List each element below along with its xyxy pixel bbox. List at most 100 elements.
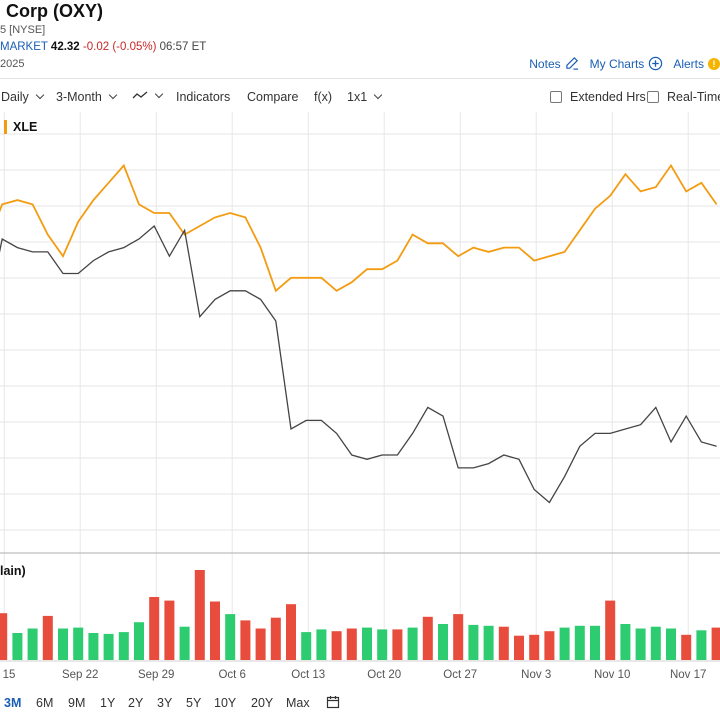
volume-bar: [544, 631, 555, 660]
my-charts-label: My Charts: [589, 56, 645, 71]
volume-bar: [12, 633, 23, 660]
volume-bar: [270, 617, 281, 660]
volume-bar: [468, 624, 479, 660]
series-line-oxy: [0, 224, 717, 504]
extended-hours-checkbox[interactable]: [550, 91, 562, 103]
function-button[interactable]: f(x): [314, 90, 332, 104]
edit-icon: [565, 57, 578, 70]
volume-bar: [574, 625, 585, 660]
calendar-icon[interactable]: [326, 695, 340, 709]
volume-bar: [650, 626, 661, 660]
notes-link[interactable]: Notes: [529, 56, 579, 71]
x-tick-label: Nov 17: [670, 669, 706, 681]
quote-line: MARKET 42.32 -0.02 (-0.05%) 06:57 ET: [0, 41, 206, 53]
chart-toolbar: Daily 3-Month Indicators Compare f(x) 1x…: [0, 86, 720, 110]
volume-bar: [27, 628, 38, 660]
notes-label: Notes: [529, 56, 561, 71]
volume-bar: [666, 628, 676, 660]
volume-bar: [88, 633, 99, 660]
volume-bar: [514, 635, 524, 660]
volume-bars: [0, 570, 720, 660]
volume-bar: [255, 628, 266, 660]
x-tick-label: Oct 13: [291, 669, 325, 681]
volume-bar: [438, 624, 448, 660]
volume-bar: [407, 627, 418, 660]
function-label: f(x): [314, 90, 333, 104]
real-time-checkbox[interactable]: [647, 91, 659, 103]
volume-bar: [696, 630, 707, 660]
my-charts-link[interactable]: My Charts: [590, 56, 664, 71]
indicators-button[interactable]: Indicators: [176, 90, 230, 104]
x-tick-label: Oct 20: [367, 669, 401, 681]
date-label: 2025: [0, 58, 25, 70]
volume-bar: [134, 622, 144, 660]
volume-bar: [118, 632, 129, 660]
volume-bar: [331, 631, 342, 660]
period-dropdown[interactable]: 3-Month: [56, 90, 118, 104]
volume-bar: [346, 628, 357, 660]
chart-type-dropdown[interactable]: [132, 89, 164, 102]
range-3y[interactable]: 3Y: [157, 696, 173, 710]
layout-dropdown[interactable]: 1x1: [347, 90, 383, 104]
range-6m[interactable]: 6M: [36, 696, 54, 710]
volume-bar: [164, 600, 175, 660]
alert-badge-icon: !: [708, 57, 720, 70]
extended-hours-toggle[interactable]: Extended Hrs: [550, 90, 646, 104]
volume-bar: [711, 627, 720, 660]
last-price: 42.32: [50, 41, 80, 53]
chart-legend: XLE: [0, 120, 37, 134]
volume-bar: [605, 600, 616, 660]
volume-bar: [240, 620, 251, 660]
range-5y[interactable]: 5Y: [186, 696, 202, 710]
volume-bar: [301, 632, 312, 660]
plus-circle-icon: [649, 56, 663, 71]
range-2y[interactable]: 2Y: [128, 696, 144, 710]
market-label: MARKET: [0, 41, 48, 53]
x-tick-label: Sep 29: [138, 669, 174, 681]
chart-area[interactable]: p 15 Sep 22 Sep 29 Oct 6 Oct 13 Oct 20 Oct 27 N…: [0, 112, 720, 720]
top-links: Notes My Charts Alerts !: [529, 56, 720, 71]
range-10y[interactable]: 10Y: [214, 696, 237, 710]
legend-swatch: [4, 120, 7, 134]
chevron-down-icon: [35, 90, 45, 100]
compare-button[interactable]: Compare: [247, 90, 298, 104]
range-3m[interactable]: 3M: [4, 696, 22, 710]
volume-bar: [422, 616, 433, 660]
interval-dropdown[interactable]: Daily: [1, 90, 45, 104]
volume-bar: [316, 629, 327, 660]
indicators-label: Indicators: [176, 90, 231, 104]
chevron-down-icon: [108, 90, 118, 100]
quote-time: 06:57 ET: [159, 41, 207, 53]
series-line-xle: [0, 163, 718, 293]
volume-bar: [149, 597, 160, 660]
volume-bar: [392, 629, 403, 660]
price-chart[interactable]: p 15 Sep 22 Sep 29 Oct 6 Oct 13 Oct 20 Oct 27 N…: [0, 112, 720, 682]
volume-bar: [286, 604, 296, 660]
volume-bar: [73, 627, 84, 660]
x-tick-label: Oct 6: [218, 669, 245, 681]
x-tick-label: p 15: [0, 669, 15, 681]
price-lines: [0, 163, 718, 504]
volume-bar: [498, 626, 509, 660]
volume-bar: [483, 625, 494, 660]
period-label: 3-Month: [56, 90, 102, 104]
range-20y[interactable]: 20Y: [251, 696, 274, 710]
x-tick-label: Sep 22: [62, 669, 98, 681]
range-1y[interactable]: 1Y: [100, 696, 116, 710]
range-9m[interactable]: 9M: [68, 696, 86, 710]
volume-bar: [42, 615, 53, 660]
range-max[interactable]: Max: [286, 696, 310, 710]
real-time-toggle[interactable]: Real-Time: [647, 90, 720, 104]
x-axis-ticks: p 15 Sep 22 Sep 29 Oct 6 Oct 13 Oct 20 Oct 27 N…: [0, 669, 706, 681]
real-time-label: Real-Time: [667, 90, 720, 104]
volume-bar: [590, 625, 600, 660]
volume-bar: [453, 614, 464, 660]
volume-bar: [103, 633, 114, 660]
page-title: Corp (OXY): [6, 1, 103, 21]
alerts-label: Alerts: [673, 56, 704, 71]
volume-bar: [58, 628, 68, 660]
chevron-down-icon: [373, 90, 383, 100]
alerts-link[interactable]: Alerts !: [673, 56, 720, 71]
volume-bar: [559, 627, 570, 660]
line-chart-icon: [132, 91, 148, 99]
